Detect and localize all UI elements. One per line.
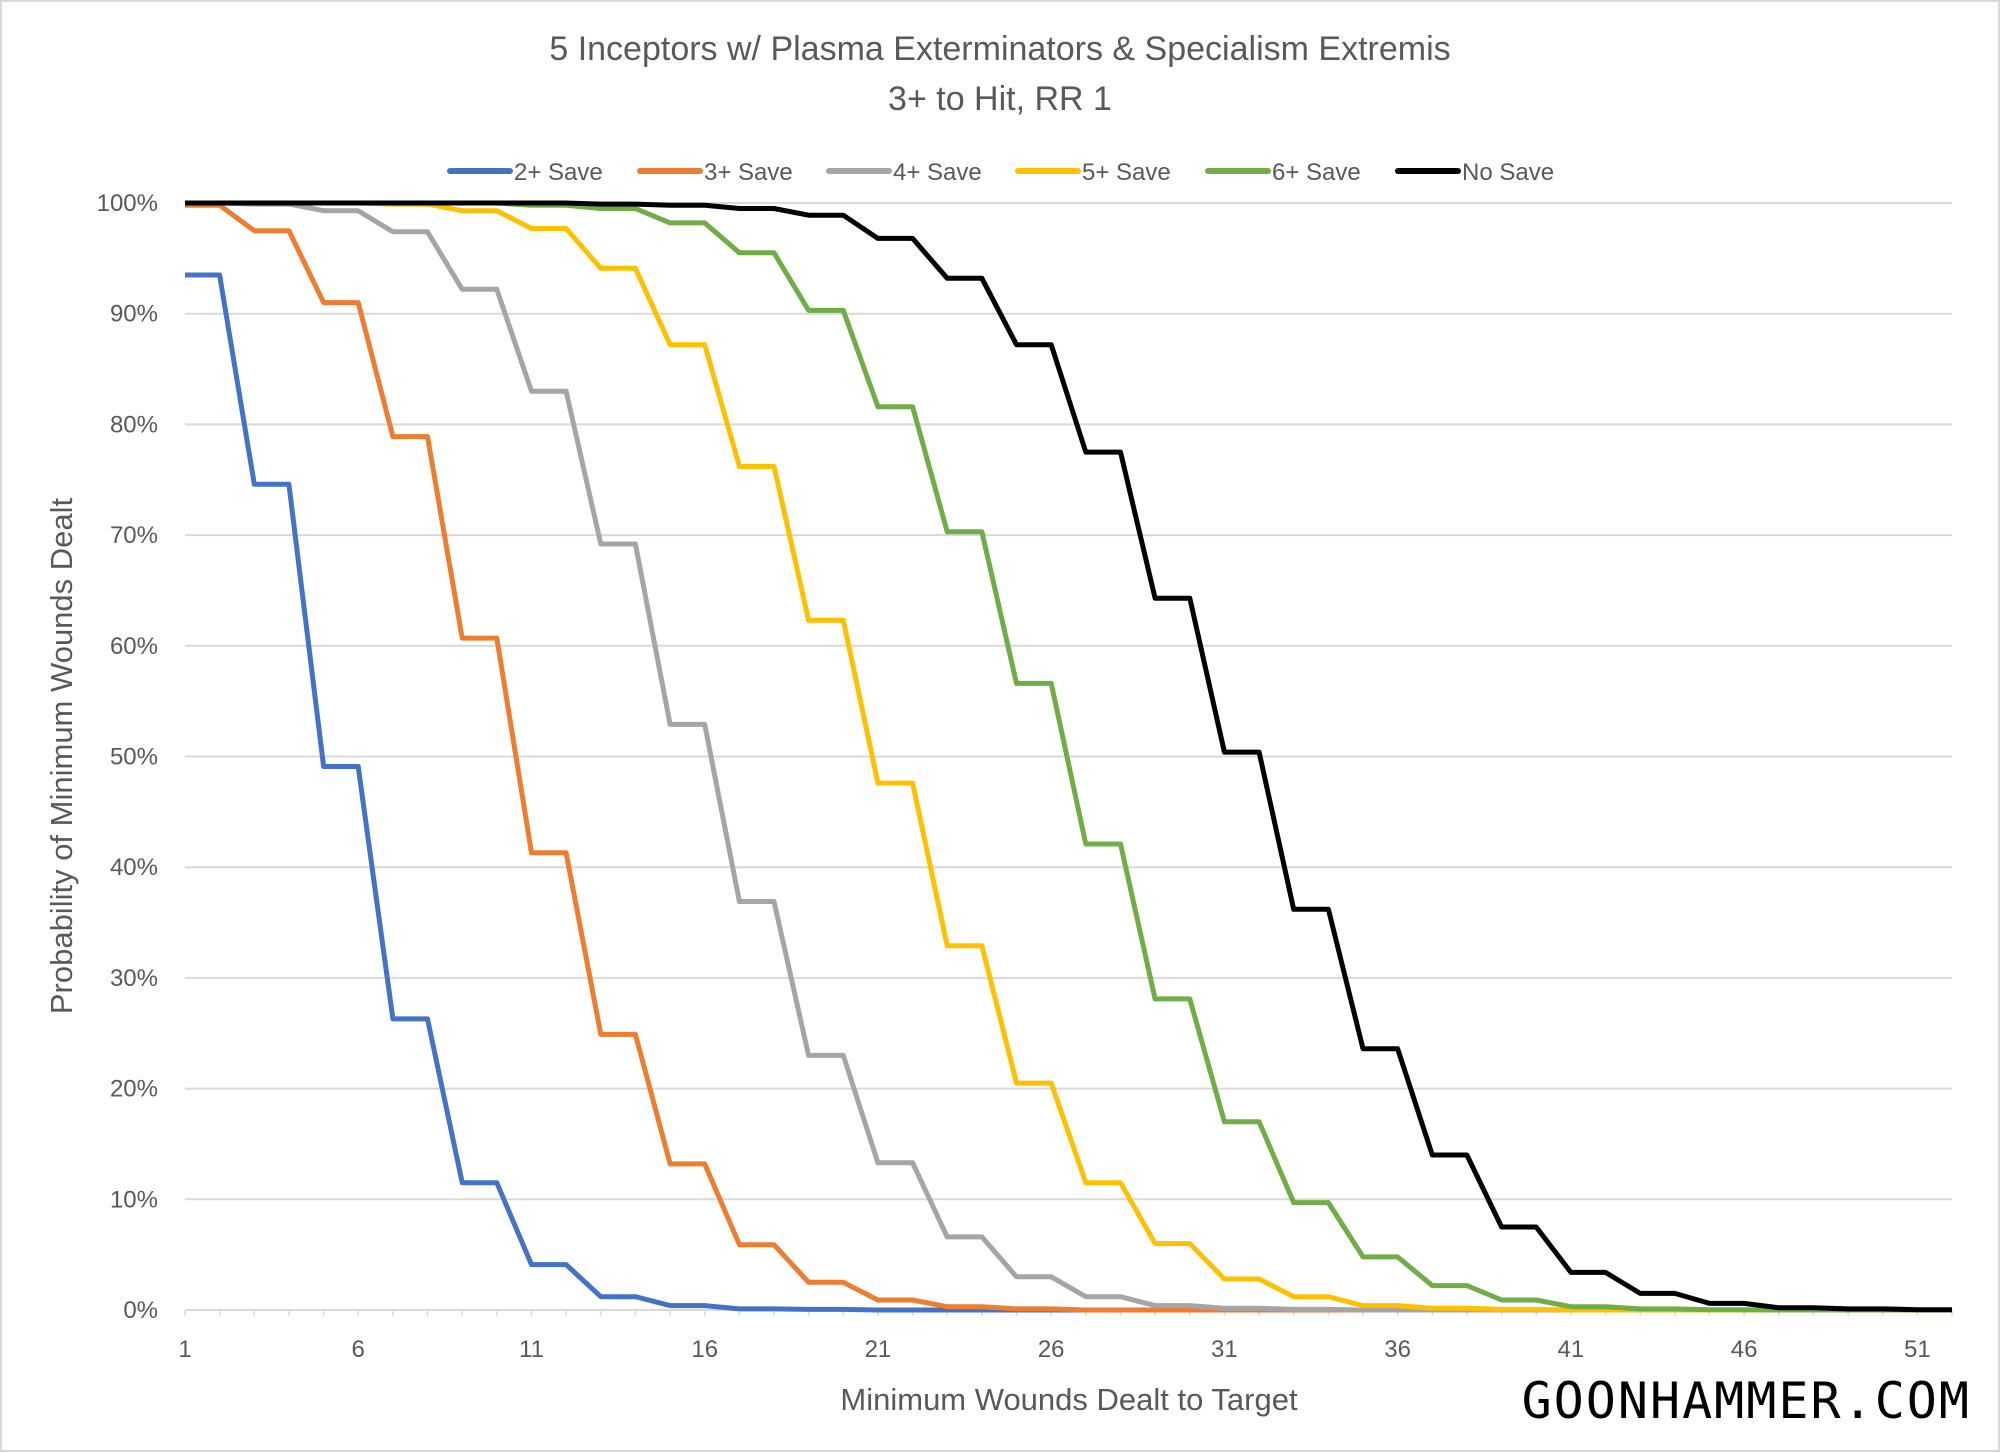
legend: 2+ Save 3+ Save 4+ Save 5+ Save 6+ Save No Sa… bbox=[447, 159, 1554, 186]
y-tick-label: 60% bbox=[110, 633, 158, 660]
y-axis-label: Probability of Minimum Wounds Dealt bbox=[44, 497, 79, 1014]
series-line-2-save bbox=[185, 272, 1952, 1313]
y-tick-label: 10% bbox=[110, 1186, 158, 1213]
legend-label: 5+ Save bbox=[1082, 159, 1171, 186]
x-axis-ticks: 1 6 11 16 21 26 31 36 41 46 51 bbox=[178, 1310, 1953, 1363]
legend-item: 5+ Save bbox=[1015, 159, 1171, 186]
y-tick-label: 90% bbox=[110, 301, 158, 328]
y-tick-label: 40% bbox=[110, 854, 158, 881]
x-tick-label: 36 bbox=[1384, 1336, 1411, 1363]
legend-item: 3+ Save bbox=[637, 159, 793, 186]
y-axis-ticks: 0% 10% 20% 30% 40% 50% 60% 70% 80% 90% 100% bbox=[97, 190, 158, 1324]
legend-item: 2+ Save bbox=[447, 159, 603, 186]
x-tick-label: 31 bbox=[1211, 1336, 1238, 1363]
legend-item: No Save bbox=[1395, 159, 1554, 186]
legend-label: 4+ Save bbox=[893, 159, 982, 186]
legend-label: 6+ Save bbox=[1272, 159, 1361, 186]
x-tick-label: 21 bbox=[865, 1336, 892, 1363]
legend-item: 4+ Save bbox=[826, 159, 982, 186]
x-tick-label: 6 bbox=[352, 1336, 365, 1363]
x-tick-label: 41 bbox=[1558, 1336, 1585, 1363]
x-tick-label: 11 bbox=[519, 1336, 544, 1363]
legend-item: 6+ Save bbox=[1205, 159, 1361, 186]
legend-label: 3+ Save bbox=[704, 159, 793, 186]
y-tick-label: 50% bbox=[110, 744, 158, 771]
x-tick-label: 46 bbox=[1731, 1336, 1758, 1363]
y-tick-label: 80% bbox=[110, 411, 158, 438]
x-tick-label: 1 bbox=[178, 1336, 191, 1363]
y-tick-label: 100% bbox=[97, 190, 158, 217]
y-tick-label: 30% bbox=[110, 965, 158, 992]
chart-subtitle: 3+ to Hit, RR 1 bbox=[888, 80, 1112, 118]
x-axis-label: Minimum Wounds Dealt to Target bbox=[840, 1382, 1298, 1417]
chart-title: 5 Inceptors w/ Plasma Exterminators & Sp… bbox=[549, 30, 1450, 68]
y-tick-label: 20% bbox=[110, 1076, 158, 1103]
legend-label: 2+ Save bbox=[514, 159, 603, 186]
series-lines bbox=[185, 200, 1952, 1313]
series-line-no-save bbox=[185, 200, 1952, 1313]
x-tick-label: 26 bbox=[1038, 1336, 1065, 1363]
legend-label: No Save bbox=[1462, 159, 1554, 186]
x-tick-label: 51 bbox=[1904, 1336, 1931, 1363]
y-tick-label: 0% bbox=[123, 1297, 158, 1324]
y-tick-label: 70% bbox=[110, 522, 158, 549]
watermark-logo: GOONHAMMER.COM bbox=[1522, 1372, 1971, 1430]
x-tick-label: 16 bbox=[691, 1336, 718, 1363]
